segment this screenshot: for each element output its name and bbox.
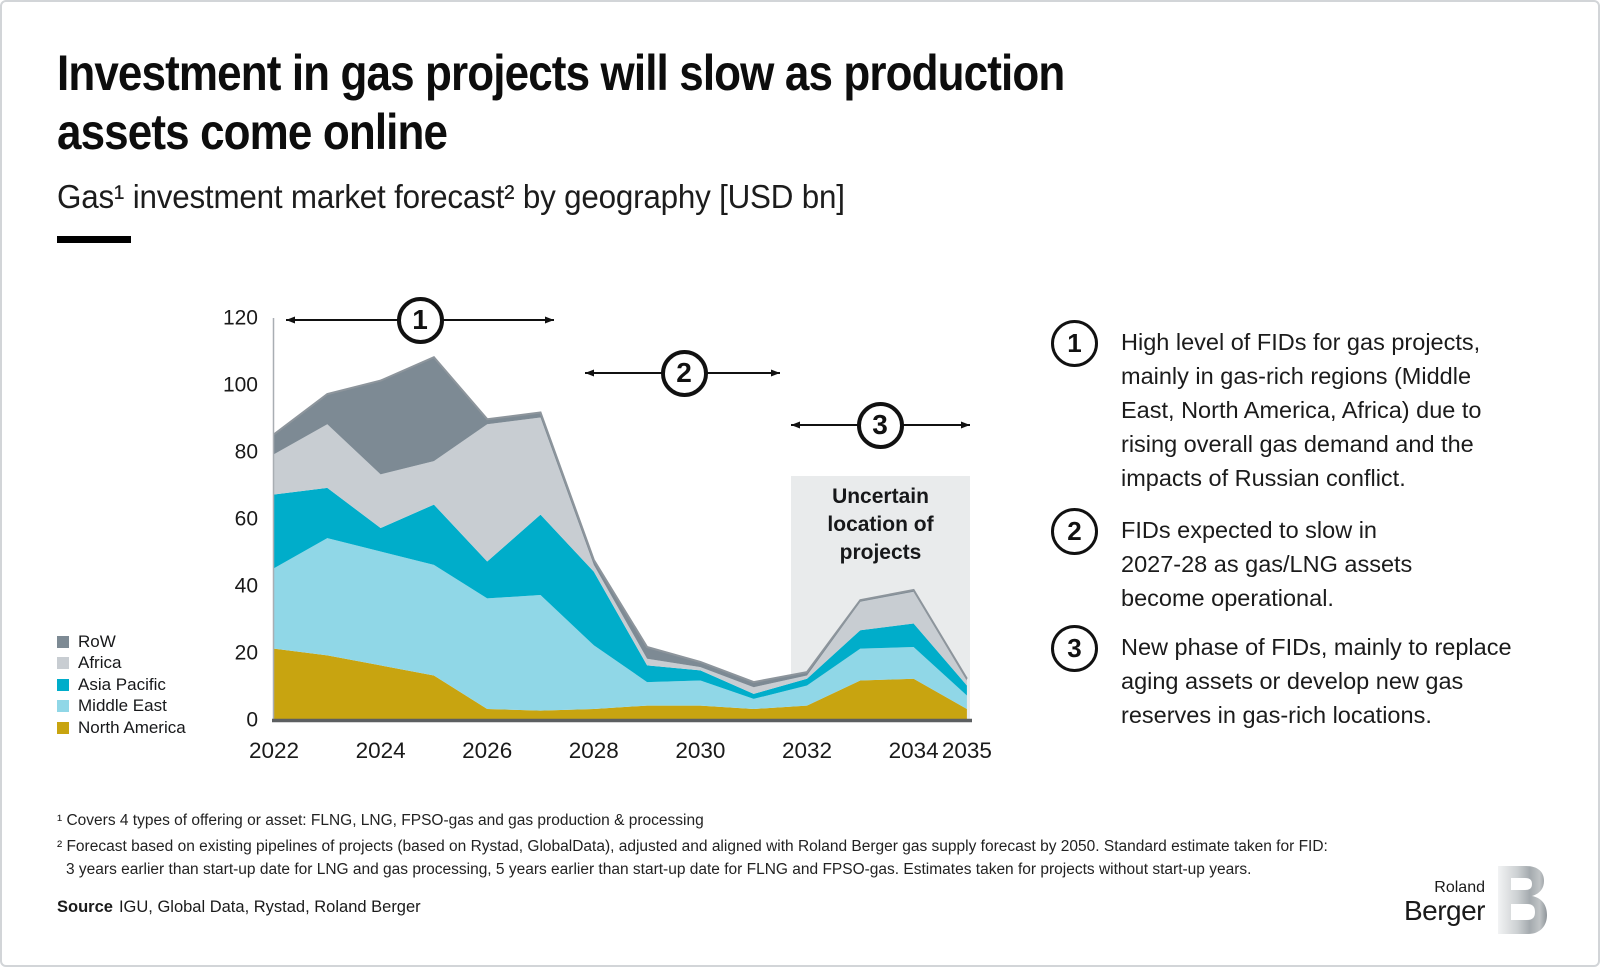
chart-subtitle: Gas¹ investment market forecast² by geog…: [57, 178, 845, 215]
legend-label: Asia Pacific: [78, 674, 166, 694]
y-tick-label: 100: [223, 374, 258, 397]
x-tick-label: 2035: [942, 738, 992, 763]
source-line: Source IGU, Global Data, Rystad, Roland B…: [57, 898, 421, 917]
x-tick-label: 2022: [249, 738, 299, 763]
legend-label: Africa: [78, 653, 122, 673]
legend-swatch: [57, 700, 69, 713]
area-middle-east: [274, 538, 967, 711]
note-3: 3 New phase of FIDs, mainly to replace a…: [1051, 625, 1541, 732]
legend-item-africa: Africa: [57, 653, 186, 675]
area-north-america: [274, 648, 967, 719]
note-1-number-badge: 1: [1051, 320, 1098, 367]
legend-item-north-america: North America: [57, 717, 186, 739]
y-tick-label: 120: [223, 307, 258, 330]
x-tick-label: 2034: [889, 738, 939, 763]
title-rule: [57, 236, 131, 243]
page-title-line1: Investment in gas projects will slow as …: [57, 45, 1065, 101]
x-tick-label: 2026: [462, 738, 512, 763]
legend-swatch: [57, 657, 69, 670]
legend-label: RoW: [78, 631, 116, 651]
footnote-2-continued: 3 years earlier than start-up date for L…: [66, 861, 1252, 878]
note-1: 1 High level of FIDs for gas projects, m…: [1051, 320, 1541, 495]
note-2: 2 FIDs expected to slow in 2027-28 as ga…: [1051, 508, 1541, 615]
note-2-number-badge: 2: [1051, 508, 1098, 555]
note-1-text: High level of FIDs for gas projects, mai…: [1121, 329, 1482, 491]
area-africa: [274, 417, 967, 694]
chart-legend: RoW Africa Asia Pacific Middle East North Am…: [57, 631, 186, 739]
y-tick-label: 40: [235, 575, 258, 598]
page-title-line2: assets come online: [57, 104, 448, 160]
legend-item-asia-pacific: Asia Pacific: [57, 674, 186, 696]
note-3-number-badge: 3: [1051, 625, 1098, 672]
x-tick-label: 2030: [675, 738, 725, 763]
source-label: Source: [57, 898, 113, 916]
chart-annotation-circle-3: 3: [856, 401, 904, 449]
stack-top-outline: [273, 355, 968, 684]
legend-item-middle-east: Middle East: [57, 696, 186, 718]
legend-item-row: RoW: [57, 631, 186, 653]
logo-text-berger: Berger: [1403, 895, 1486, 926]
area-row: [274, 357, 967, 688]
page-title: Investment in gas projects will slow as …: [57, 44, 1065, 162]
legend-label: Middle East: [78, 696, 167, 716]
x-tick-label: 2024: [356, 738, 406, 763]
source-text: IGU, Global Data, Rystad, Roland Berger: [118, 898, 421, 916]
y-tick-label: 80: [235, 441, 258, 464]
logo-wordmark: Roland Berger: [1400, 879, 1486, 934]
note-2-text: FIDs expected to slow in 2027-28 as gas/…: [1121, 517, 1413, 611]
y-tick-label: 0: [246, 709, 258, 732]
footnote-1: ¹ Covers 4 types of offering or asset: F…: [57, 812, 704, 829]
note-3-text: New phase of FIDs, mainly to replace agi…: [1121, 634, 1512, 728]
legend-swatch: [57, 721, 69, 734]
legend-swatch: [57, 635, 69, 648]
chart-annotation-circle-2: 2: [660, 349, 708, 397]
x-tick-label: 2032: [782, 738, 832, 763]
x-tick-label: 2028: [569, 738, 619, 763]
area-asia-pacific: [274, 487, 967, 699]
uncertain-box-label: Uncertain location of projects: [827, 485, 934, 564]
y-tick-label: 60: [235, 508, 258, 531]
legend-swatch: [57, 678, 69, 691]
roland-berger-b-icon: [1498, 866, 1547, 934]
chart-annotation-circle-1: 1: [396, 296, 444, 344]
legend-label: North America: [78, 717, 186, 737]
logo-text-roland: Roland: [1434, 879, 1485, 896]
roland-berger-logo: Roland Berger: [1400, 866, 1547, 934]
y-tick-label: 20: [235, 642, 258, 665]
footnote-2: ² Forecast based on existing pipelines o…: [57, 838, 1328, 855]
